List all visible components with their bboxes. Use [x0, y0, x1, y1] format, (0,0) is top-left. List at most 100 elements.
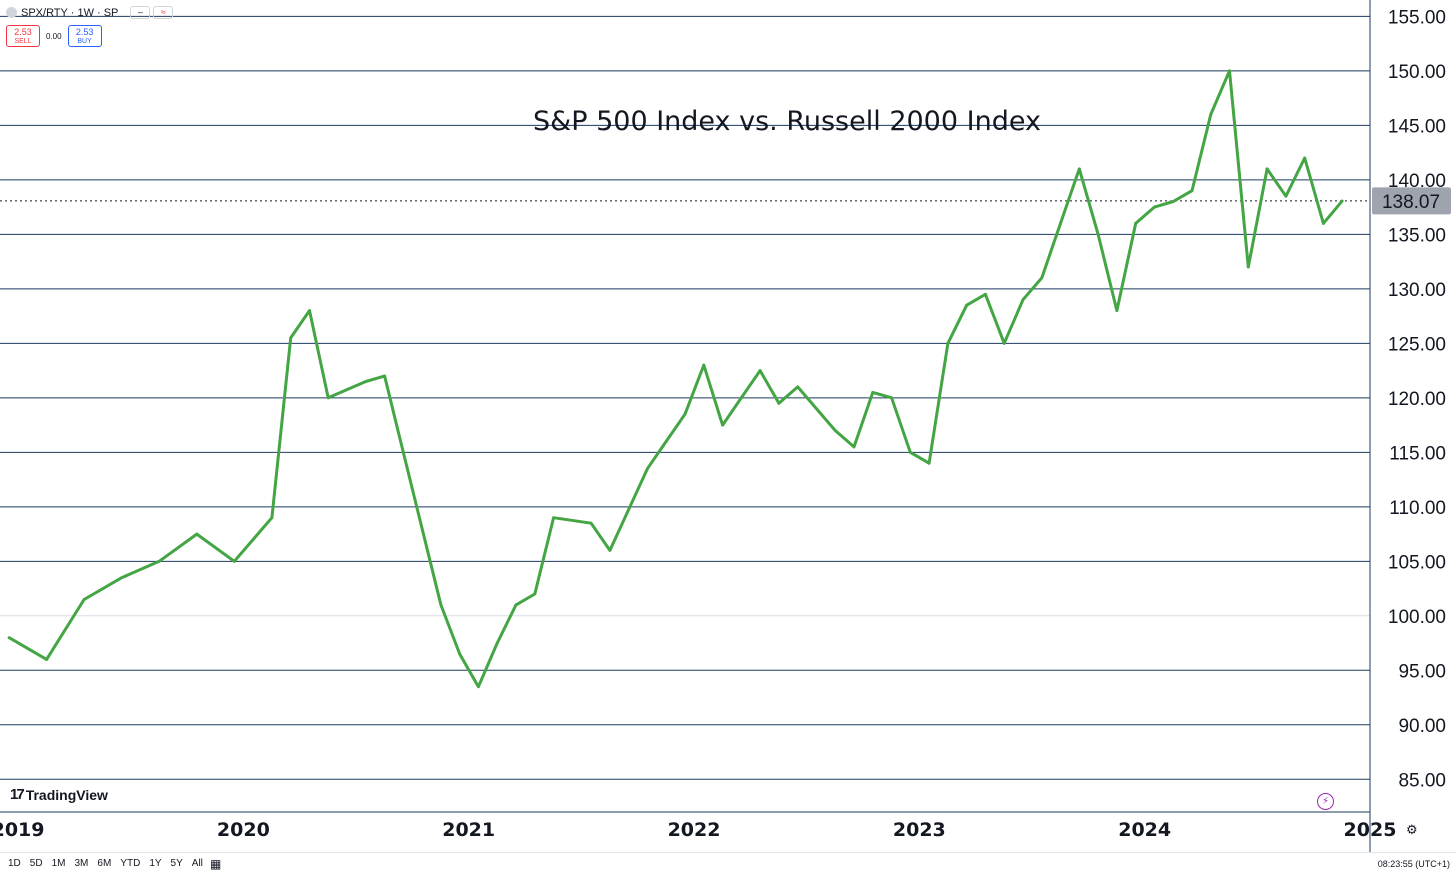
last-price-label-bg — [1372, 187, 1451, 215]
data-point-2023-04 — [965, 303, 969, 307]
y-tick-label: 95.00 — [1398, 661, 1446, 682]
data-point-2022-09 — [833, 429, 837, 432]
x-tick-label: 2025 — [1344, 819, 1397, 841]
data-point-2023-02 — [927, 461, 931, 465]
data-point-2020-09 — [383, 374, 386, 378]
range-3m[interactable]: 3M — [74, 858, 89, 869]
sell-button[interactable]: 2.53 SELL — [6, 25, 40, 47]
calendar-icon[interactable]: ▦ — [210, 857, 222, 871]
range-5d[interactable]: 5D — [29, 858, 43, 869]
buy-price: 2.53 — [75, 27, 94, 37]
y-tick-label: 145.00 — [1388, 116, 1446, 137]
data-point-2019-03 — [45, 658, 48, 661]
data-point-2023-11 — [1096, 232, 1100, 236]
spread-value: 0.00 — [46, 31, 62, 41]
x-tick-label: 2020 — [217, 819, 270, 841]
data-point-2024-12 — [1340, 199, 1344, 203]
range-6m[interactable]: 6M — [97, 858, 112, 869]
range-1y[interactable]: 1Y — [149, 858, 162, 869]
data-point-2022-12 — [890, 396, 893, 400]
data-point-2020-04 — [289, 336, 293, 340]
sell-label: SELL — [14, 38, 32, 45]
data-point-2024-06 — [1228, 69, 1231, 73]
y-tick-label: 105.00 — [1388, 552, 1446, 573]
lightning-icon[interactable]: ⚡ — [1317, 793, 1334, 810]
x-tick-label: 2019 — [0, 819, 44, 841]
bottom-toolbar: 1D 5D 1M 3M 6M YTD 1Y 5Y All ▦ 08:23:55 … — [0, 852, 1456, 875]
tradingview-logo-icon: 17 — [10, 786, 25, 803]
logo-text: TradingView — [25, 786, 108, 803]
data-point-2024-11 — [1322, 222, 1325, 225]
tradingview-logo[interactable]: 17 TradingView — [10, 786, 108, 803]
data-point-2022-02 — [702, 363, 706, 367]
range-1m[interactable]: 1M — [51, 858, 66, 869]
data-point-2020-06 — [326, 396, 330, 400]
buy-button[interactable]: 2.53 BUY — [67, 25, 102, 47]
y-tick-label: 150.00 — [1388, 62, 1446, 83]
y-tick-label: 85.00 — [1398, 770, 1446, 791]
compare-button[interactable]: ≈ — [153, 6, 174, 19]
range-ytd[interactable]: YTD — [120, 858, 141, 869]
y-tick-label: 125.00 — [1388, 334, 1446, 355]
data-point-2022-11 — [871, 390, 875, 394]
data-point-2021-12 — [664, 440, 668, 443]
data-point-2019-01 — [7, 636, 11, 640]
data-point-2019-07 — [120, 576, 124, 580]
x-tick-label: 2021 — [442, 819, 495, 841]
data-point-2021-11 — [646, 467, 649, 471]
buy-label: BUY — [77, 38, 92, 45]
data-point-2024-08 — [1265, 167, 1269, 171]
clock: 08:23:55 (UTC+1) — [1377, 859, 1450, 869]
data-point-2021-03 — [495, 641, 499, 645]
data-point-2022-07 — [796, 385, 800, 389]
data-point-2022-01 — [683, 412, 687, 416]
data-point-2020-11 — [420, 527, 424, 531]
range-all[interactable]: All — [191, 858, 203, 869]
symbol-header[interactable]: SPX/RTY · 1W · SP – ≈ — [6, 6, 174, 19]
symbol-label[interactable]: SPX/RTY · 1W · SP — [21, 6, 119, 19]
data-point-2021-04 — [514, 603, 518, 607]
data-point-2023-01 — [908, 450, 912, 454]
data-point-2024-10 — [1303, 156, 1307, 160]
trade-panel: 2.53 SELL 0.00 2.53 BUY — [6, 25, 102, 47]
data-point-2022-03 — [721, 423, 724, 427]
y-tick-label: 130.00 — [1388, 280, 1446, 301]
gridlines — [0, 15, 1370, 780]
data-point-2024-04 — [1190, 189, 1194, 193]
x-axis[interactable]: 2019 2020 2021 2022 2023 2024 2025 — [0, 819, 1396, 841]
y-tick-label: 135.00 — [1388, 225, 1446, 246]
y-tick-label: 140.00 — [1388, 171, 1446, 192]
range-1d[interactable]: 1D — [8, 858, 21, 869]
data-point-2022-10 — [852, 445, 856, 449]
data-point-2022-06 — [777, 401, 781, 405]
sell-price: 2.53 — [14, 27, 32, 37]
data-point-2019-09 — [157, 559, 161, 563]
y-tick-label: 155.00 — [1388, 7, 1446, 28]
range-buttons: 1D 5D 1M 3M 6M YTD 1Y 5Y All — [8, 858, 203, 869]
data-point-2021-06 — [552, 516, 555, 520]
data-point-2022-05 — [758, 369, 762, 372]
y-tick-label: 120.00 — [1388, 389, 1446, 410]
data-point-2023-07 — [1021, 298, 1025, 302]
y-axis[interactable]: 85.00 90.00 95.00 100.00 105.00 110.00 115.00 1… — [1388, 7, 1446, 791]
data-point-2023-10 — [1077, 167, 1081, 171]
data-point-2024-01 — [1134, 222, 1138, 225]
x-tick-label: 2024 — [1118, 819, 1171, 841]
range-5y[interactable]: 5Y — [170, 858, 183, 869]
data-point-2023-09 — [1059, 222, 1062, 225]
y-tick-label: 115.00 — [1389, 443, 1446, 464]
y-tick-label: 110.00 — [1389, 498, 1446, 519]
data-point-2021-08 — [589, 521, 593, 525]
data-point-2021-05 — [533, 592, 537, 596]
data-point-2024-03 — [1171, 200, 1175, 204]
data-point-2023-03 — [946, 341, 950, 345]
y-tick-label: 100.00 — [1388, 607, 1446, 628]
collapse-button[interactable]: – — [130, 6, 151, 19]
series-line-spx-rty[interactable] — [8, 69, 1344, 689]
data-point-2020-05 — [308, 309, 311, 313]
data-point-2021-02 — [477, 685, 480, 689]
data-point-2021-09 — [608, 549, 612, 552]
gear-icon[interactable]: ⚙ — [1406, 822, 1418, 837]
data-point-2024-05 — [1209, 113, 1213, 116]
